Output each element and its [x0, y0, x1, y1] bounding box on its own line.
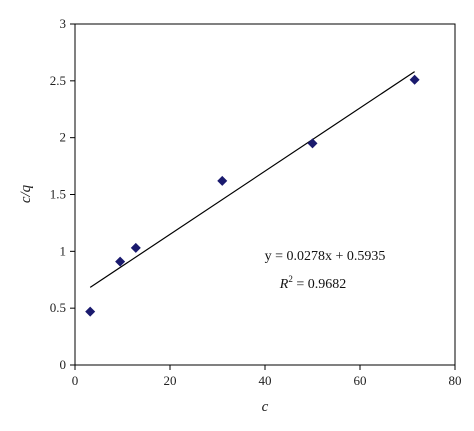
data-point — [307, 138, 318, 149]
trendline — [89, 71, 415, 288]
y-axis: 0 0.5 1 1.5 2 2.5 3 — [50, 16, 75, 372]
trendline-group — [89, 71, 415, 288]
x-tick-label: 60 — [354, 373, 367, 388]
r-squared-symbol: R — [279, 277, 289, 292]
data-points — [85, 74, 420, 317]
data-point — [217, 175, 228, 186]
y-tick-label: 0.5 — [50, 300, 66, 315]
x-axis: 0 20 40 60 80 — [72, 365, 462, 388]
x-tick-label: 20 — [164, 373, 177, 388]
data-point — [130, 242, 141, 253]
y-tick-label: 1.5 — [50, 187, 66, 202]
r-squared-value: = 0.9682 — [293, 277, 346, 292]
x-axis-title: c — [262, 399, 269, 415]
y-tick-label: 2.5 — [50, 73, 66, 88]
y-tick-label: 2 — [60, 130, 67, 145]
y-tick-label: 1 — [60, 243, 67, 258]
r-squared-superscript: 2 — [288, 274, 293, 284]
data-point — [115, 256, 126, 267]
data-point — [85, 306, 96, 317]
trendline-equation: y = 0.0278x + 0.5935 — [265, 249, 386, 264]
data-point — [409, 74, 420, 85]
x-tick-label: 80 — [449, 373, 462, 388]
x-tick-label: 0 — [72, 373, 79, 388]
plot-area — [74, 23, 456, 366]
y-tick-label: 0 — [60, 357, 67, 372]
x-tick-label: 40 — [259, 373, 272, 388]
y-axis-title: c/q — [18, 184, 34, 203]
y-tick-label: 3 — [60, 16, 67, 31]
r-squared-label: R2 = 0.9682 — [279, 274, 346, 292]
